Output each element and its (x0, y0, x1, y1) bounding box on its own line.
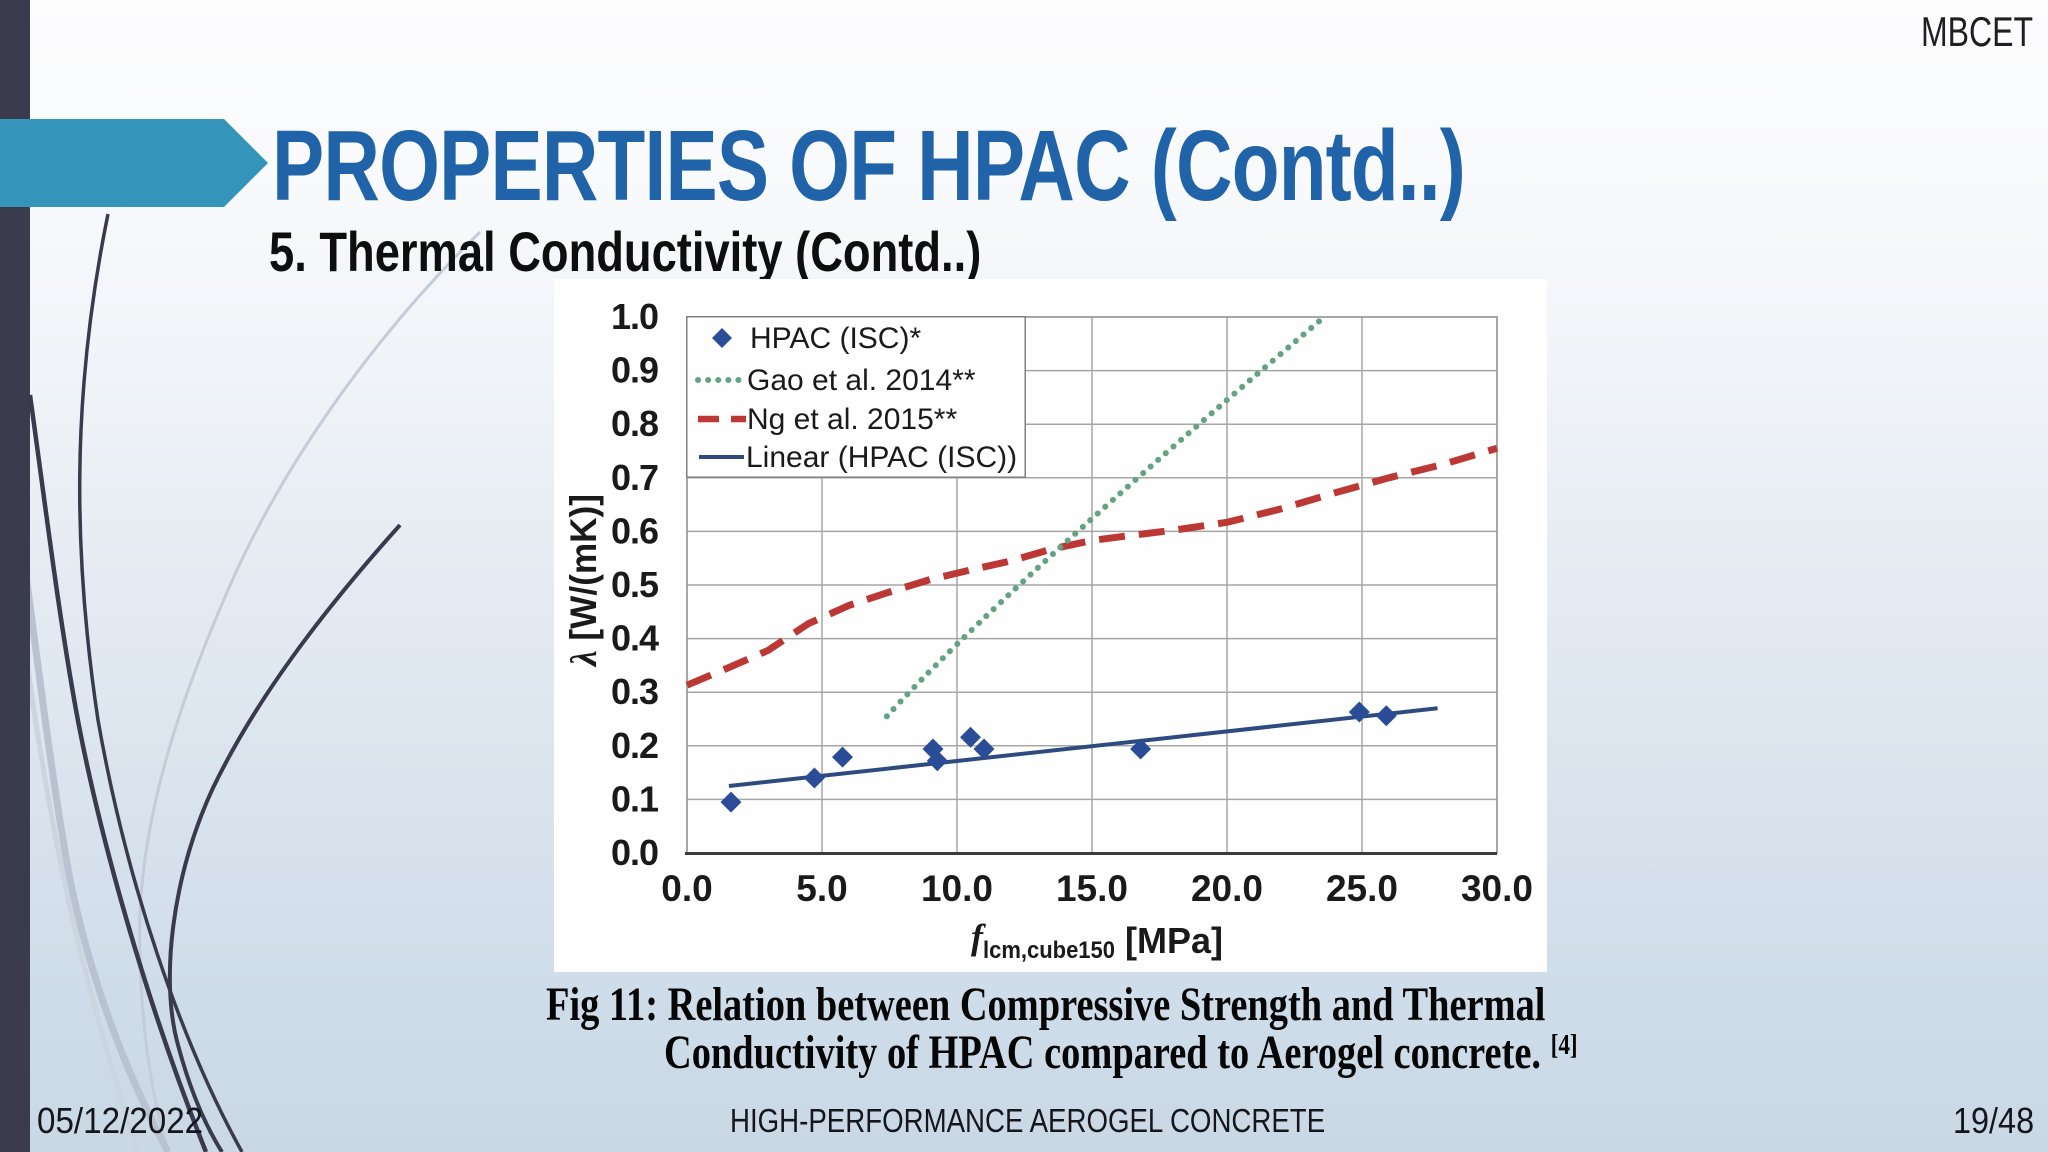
svg-text:5.0: 5.0 (796, 868, 847, 909)
svg-text:0.6: 0.6 (611, 510, 658, 551)
svg-text:0.5: 0.5 (611, 564, 659, 605)
svg-text:0.3: 0.3 (611, 671, 658, 712)
svg-text:30.0: 30.0 (1461, 868, 1533, 909)
svg-text:flcm,cube150 [MPa]: flcm,cube150 [MPa] (971, 917, 1223, 964)
svg-text:HPAC (ISC)*: HPAC (ISC)* (750, 322, 921, 355)
svg-text:20.0: 20.0 (1191, 868, 1263, 909)
svg-text:Linear (HPAC (ISC)): Linear (HPAC (ISC)) (746, 441, 1017, 474)
svg-text:0.0: 0.0 (661, 868, 712, 909)
svg-text:25.0: 25.0 (1326, 868, 1398, 909)
svg-text:0.8: 0.8 (611, 403, 658, 444)
svg-text:0.4: 0.4 (611, 618, 659, 659)
svg-text:0.7: 0.7 (611, 457, 658, 498)
svg-text:10.0: 10.0 (921, 868, 993, 909)
svg-text:Ng et al. 2015**: Ng et al. 2015** (747, 403, 957, 436)
svg-text:Gao et al. 2014**: Gao et al. 2014** (747, 364, 976, 397)
svg-text:1.0: 1.0 (611, 296, 658, 337)
svg-text:15.0: 15.0 (1056, 868, 1128, 909)
svg-text:λ [W/(mK)]: λ [W/(mK)] (563, 494, 605, 668)
svg-text:0.0: 0.0 (611, 832, 658, 873)
svg-text:0.9: 0.9 (611, 350, 658, 391)
svg-text:0.1: 0.1 (611, 778, 659, 819)
svg-text:0.2: 0.2 (611, 725, 658, 766)
